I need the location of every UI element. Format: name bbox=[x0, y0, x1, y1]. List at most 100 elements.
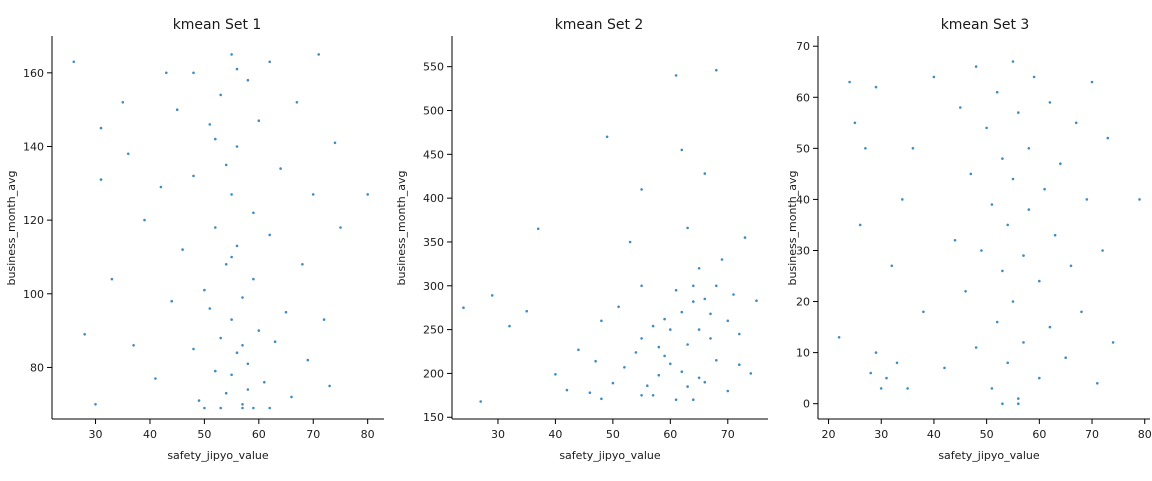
data-point bbox=[72, 60, 76, 64]
x-tick-label: 30 bbox=[874, 428, 888, 441]
y-tick-label: 10 bbox=[796, 347, 810, 360]
data-point bbox=[295, 101, 299, 104]
data-point bbox=[1001, 157, 1004, 160]
data-point bbox=[980, 249, 983, 252]
data-point bbox=[279, 167, 282, 170]
y-axis-label: business_month_avg bbox=[395, 171, 408, 286]
data-point bbox=[858, 223, 862, 227]
data-point bbox=[738, 332, 741, 336]
data-point bbox=[709, 312, 712, 316]
data-point bbox=[1111, 341, 1115, 344]
y-tick-label: 40 bbox=[796, 193, 810, 206]
data-point bbox=[680, 370, 684, 374]
data-point bbox=[479, 400, 483, 403]
data-point bbox=[1090, 80, 1094, 84]
data-point bbox=[301, 263, 304, 266]
x-tick-label: 70 bbox=[721, 428, 735, 441]
data-point bbox=[311, 193, 315, 196]
panel-title: kmean Set 2 bbox=[555, 17, 644, 33]
scatter-panel-1: kmean Set 1 30 40 50 60 70 80 80100120140160 … bbox=[5, 17, 384, 462]
data-point bbox=[132, 344, 135, 347]
x-ticks: 20 30 40 50 60 70 80 bbox=[822, 419, 1152, 441]
y-axis-label: business_month_avg bbox=[5, 171, 18, 286]
y-tick-label: 100 bbox=[23, 288, 44, 301]
data-point bbox=[284, 310, 288, 314]
data-points bbox=[462, 68, 758, 403]
data-point bbox=[1106, 136, 1110, 140]
data-point bbox=[669, 328, 672, 331]
y-tick-label: 120 bbox=[23, 214, 44, 227]
data-point bbox=[322, 318, 326, 321]
data-point bbox=[692, 300, 695, 303]
data-point bbox=[1027, 147, 1031, 150]
data-point bbox=[246, 78, 250, 82]
data-point bbox=[99, 178, 103, 181]
data-point bbox=[268, 406, 272, 410]
data-point bbox=[257, 119, 261, 122]
data-point bbox=[680, 148, 684, 152]
data-point bbox=[1048, 101, 1052, 104]
data-point bbox=[339, 226, 342, 229]
y-tick-label: 140 bbox=[23, 140, 44, 153]
data-point bbox=[230, 373, 233, 377]
data-point bbox=[208, 123, 212, 126]
data-point bbox=[703, 172, 707, 175]
data-point bbox=[317, 53, 321, 56]
data-point bbox=[224, 391, 228, 395]
data-point bbox=[964, 290, 967, 293]
data-point bbox=[726, 319, 730, 323]
data-point bbox=[985, 126, 988, 130]
data-point bbox=[214, 137, 217, 141]
y-tick-label: 200 bbox=[423, 367, 444, 380]
data-point bbox=[241, 344, 244, 347]
data-point bbox=[686, 226, 689, 230]
data-point bbox=[143, 218, 146, 222]
data-point bbox=[235, 67, 239, 71]
data-point bbox=[1059, 162, 1062, 165]
data-point bbox=[749, 372, 753, 375]
data-point bbox=[268, 60, 272, 64]
data-point bbox=[1038, 279, 1041, 283]
x-tick-label: 70 bbox=[306, 428, 320, 441]
data-point bbox=[1006, 223, 1009, 227]
data-points bbox=[837, 60, 1141, 406]
data-point bbox=[1011, 60, 1015, 63]
data-point bbox=[241, 406, 244, 410]
data-point bbox=[879, 387, 883, 390]
data-point bbox=[715, 284, 718, 288]
data-point bbox=[252, 211, 255, 215]
data-point bbox=[692, 284, 695, 288]
data-point bbox=[577, 348, 580, 352]
y-tick-label: 0 bbox=[803, 398, 810, 411]
data-point bbox=[1006, 361, 1009, 365]
data-point bbox=[743, 236, 747, 239]
y-tick-label: 20 bbox=[796, 296, 810, 309]
data-point bbox=[257, 329, 261, 332]
y-ticks: 150 200 250 300 350 400 450 500 550 bbox=[423, 61, 452, 424]
data-point bbox=[890, 264, 894, 268]
y-tick-label: 80 bbox=[30, 361, 44, 374]
data-point bbox=[600, 397, 603, 401]
data-point bbox=[366, 193, 370, 196]
data-point bbox=[1138, 198, 1141, 201]
data-point bbox=[703, 297, 707, 301]
data-point bbox=[154, 377, 157, 380]
data-point bbox=[230, 318, 233, 321]
data-point bbox=[121, 101, 125, 104]
data-point bbox=[197, 399, 201, 402]
data-point bbox=[1043, 187, 1046, 191]
data-point bbox=[1011, 177, 1015, 181]
y-tick-label: 70 bbox=[796, 40, 810, 53]
x-tick-label: 30 bbox=[89, 428, 103, 441]
data-point bbox=[657, 345, 661, 349]
data-point bbox=[911, 147, 915, 150]
x-ticks: 30 40 50 60 70 bbox=[491, 419, 735, 441]
y-ticks: 0 10 20 30 40 50 60 70 bbox=[796, 40, 818, 411]
data-point bbox=[290, 395, 293, 399]
data-point bbox=[263, 380, 266, 384]
data-point bbox=[922, 310, 925, 314]
data-point bbox=[720, 258, 724, 261]
data-point bbox=[697, 267, 701, 270]
data-point bbox=[738, 363, 741, 367]
y-tick-label: 450 bbox=[423, 148, 444, 161]
